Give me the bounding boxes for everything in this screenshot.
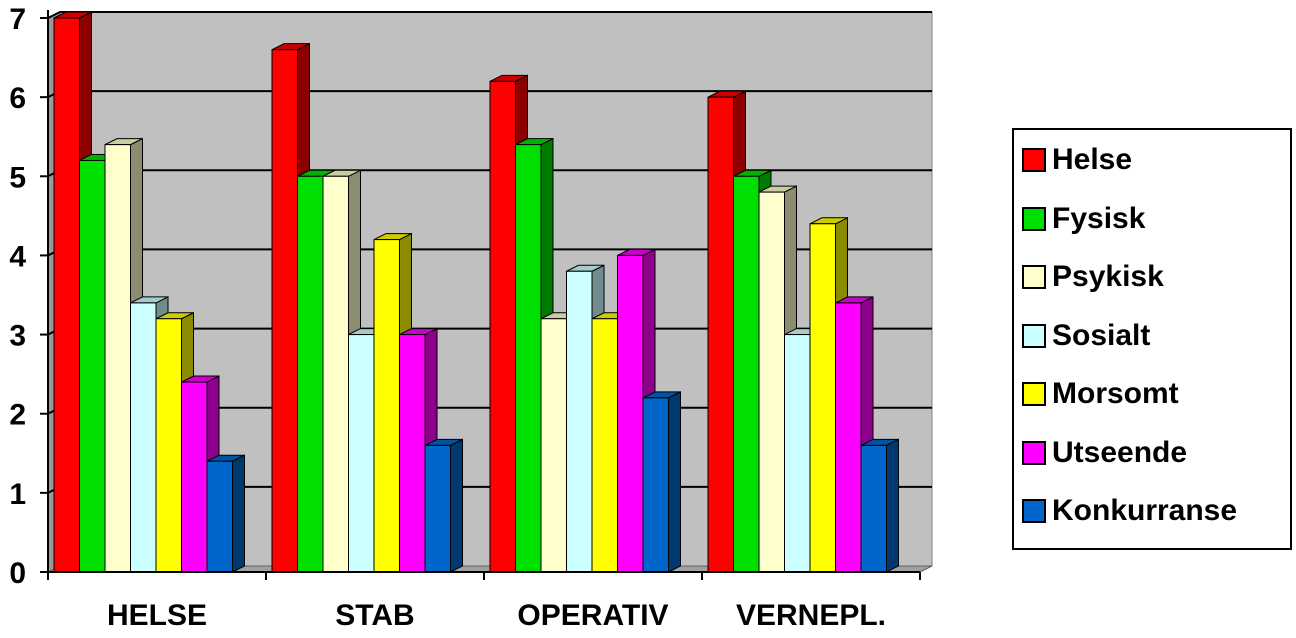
- legend-swatch: [1022, 382, 1046, 406]
- legend-swatch: [1022, 499, 1046, 523]
- y-tick-label: 1: [9, 478, 26, 511]
- legend-label: Helse: [1052, 143, 1133, 176]
- legend-item-utseende: Utseende: [1022, 433, 1187, 473]
- legend-item-psykisk: Psykisk: [1022, 257, 1164, 297]
- x-category-label: VERNEPL.: [736, 599, 886, 632]
- y-tick-label: 3: [9, 320, 26, 353]
- legend-label: Sosialt: [1052, 318, 1151, 352]
- y-tick-label: 4: [9, 240, 26, 273]
- bar-konkurranse-stab: [424, 438, 463, 573]
- axes: [47, 10, 921, 580]
- y-axis-ticks: 0 1 2 3 4 5 6 7: [9, 3, 48, 590]
- bar-konkurranse-vernepl: [860, 438, 899, 573]
- y-tick-label: 2: [9, 399, 26, 432]
- x-category-label: STAB: [335, 599, 414, 632]
- bars: [53, 11, 899, 573]
- x-axis-categories: HELSE STAB OPERATIV VERNEPL.: [107, 599, 886, 632]
- legend: Helse Fysisk Psykisk Sosialt Morsomt Utseende…: [1012, 128, 1292, 550]
- legend-label: Utseende: [1052, 435, 1188, 469]
- bar-konkurranse-operativ: [642, 391, 681, 573]
- legend-swatch: [1022, 148, 1046, 172]
- legend-item-sosialt: Sosialt: [1022, 316, 1150, 356]
- legend-label: Psykisk: [1052, 260, 1164, 293]
- legend-item-konkurranse: Konkurranse: [1022, 491, 1237, 531]
- y-tick-label: 0: [9, 557, 26, 590]
- legend-label: Konkurranse: [1052, 494, 1238, 527]
- legend-item-morsomt: Morsomt: [1022, 374, 1179, 414]
- legend-item-helse: Helse: [1022, 140, 1132, 180]
- x-category-label: OPERATIV: [517, 599, 668, 632]
- legend-label: Fysisk: [1052, 201, 1146, 235]
- legend-swatch: [1022, 265, 1046, 289]
- y-tick-label: 5: [9, 161, 26, 194]
- legend-item-fysisk: Fysisk: [1022, 199, 1145, 239]
- bar-chart: 0 1 2 3 4 5 6 7 HELSE STAB OPERATIV VERNEPL.: [9, 3, 933, 632]
- legend-swatch: [1022, 323, 1046, 348]
- y-tick-label: 6: [9, 82, 26, 115]
- legend-swatch: [1022, 440, 1046, 465]
- y-tick-label: 7: [9, 3, 26, 36]
- x-category-label: HELSE: [107, 599, 207, 632]
- gridline: [47, 11, 932, 19]
- legend-label: Morsomt: [1052, 377, 1179, 410]
- bar-konkurranse-helse: [206, 454, 245, 573]
- legend-swatch: [1022, 206, 1046, 231]
